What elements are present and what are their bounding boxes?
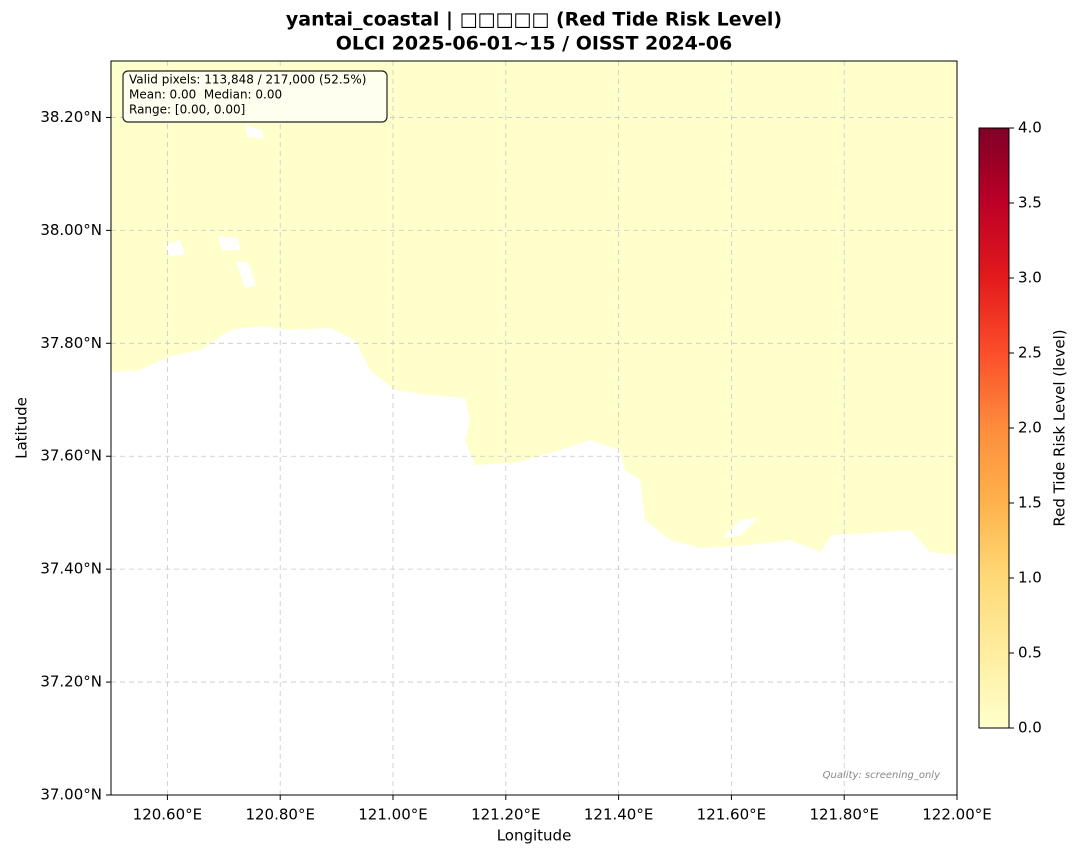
y-tick-label: 37.00°N <box>40 786 102 804</box>
x-tick-label: 120.60°E <box>133 806 202 824</box>
y-tick-label: 38.00°N <box>40 221 102 239</box>
colorbar-tick-label: 3.5 <box>1018 194 1042 212</box>
stats-line: Range: [0.00, 0.00] <box>129 103 245 117</box>
y-tick-label: 37.60°N <box>40 447 102 465</box>
stats-box <box>122 70 388 123</box>
y-tick-label: 38.20°N <box>40 108 102 126</box>
x-tick-label: 121.20°E <box>471 806 540 824</box>
colorbar-tick-label: 2.5 <box>1018 344 1042 362</box>
quality-note: Quality: screening_only <box>823 770 941 781</box>
y-tick-label: 37.20°N <box>40 673 102 691</box>
chart-subtitle: OLCI 2025-06-01~15 / OISST 2024-06 <box>336 33 732 55</box>
chart-title: yantai_coastal | □□□□□ (Red Tide Risk Le… <box>286 9 782 31</box>
colorbar-tick-label: 3.0 <box>1018 269 1042 287</box>
x-tick-label: 121.40°E <box>584 806 653 824</box>
colorbar-tick-label: 1.5 <box>1018 494 1042 512</box>
land <box>111 125 957 795</box>
plot-frame <box>110 60 958 796</box>
x-tick-label: 120.80°E <box>245 806 314 824</box>
island <box>236 262 256 288</box>
stats-line: Valid pixels: 113,848 / 217,000 (52.5%) <box>129 73 366 87</box>
colorbar-tick-label: 4.0 <box>1018 119 1042 137</box>
stats-line: Mean: 0.00 Median: 0.00 <box>129 88 282 102</box>
colorbar <box>978 127 1010 729</box>
x-tick-label: 121.00°E <box>358 806 427 824</box>
x-tick-label: 122.00°E <box>922 806 991 824</box>
island <box>165 240 185 256</box>
colorbar-tick-label: 0.0 <box>1018 719 1042 737</box>
y-axis-label: Latitude <box>13 397 31 459</box>
x-tick-label: 121.80°E <box>809 806 878 824</box>
x-axis-label: Longitude <box>497 827 572 845</box>
colorbar-label: Red Tide Risk Level (level) <box>1051 329 1069 526</box>
y-tick-label: 37.80°N <box>40 334 102 352</box>
colorbar-tick-label: 2.0 <box>1018 419 1042 437</box>
colorbar-tick-label: 1.0 <box>1018 569 1042 587</box>
colorbar-tick-label: 0.5 <box>1018 644 1042 662</box>
y-tick-label: 37.40°N <box>40 560 102 578</box>
land-mass <box>111 326 957 795</box>
island <box>245 125 264 139</box>
island <box>218 236 240 250</box>
x-tick-label: 121.60°E <box>697 806 766 824</box>
